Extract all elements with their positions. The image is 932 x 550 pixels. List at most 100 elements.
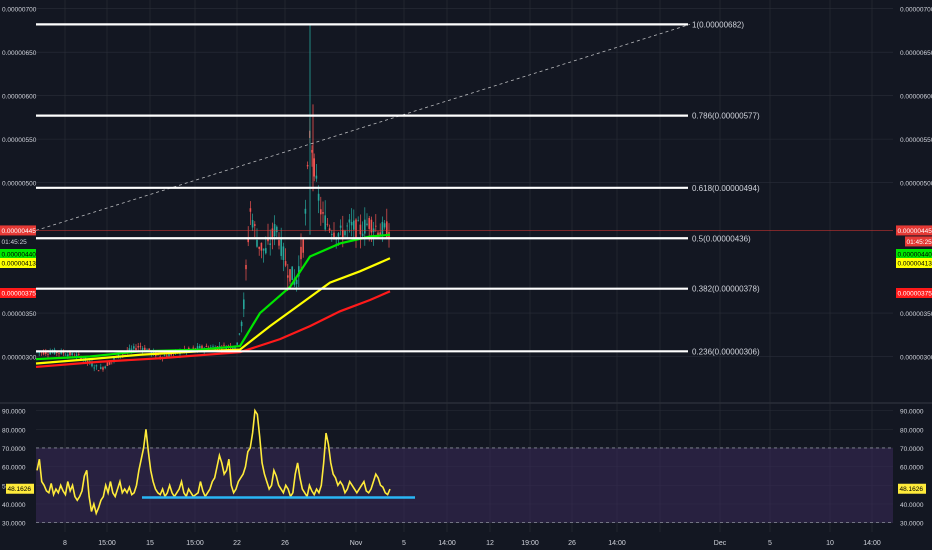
candle-body xyxy=(47,353,49,355)
time-axis[interactable]: 8 15:00 15 15:00 22 26 Nov 5 14:00 12 19:00 26 14:00… xyxy=(63,540,881,547)
candle-body xyxy=(276,226,278,233)
candle-body xyxy=(67,354,69,357)
candle-body xyxy=(289,269,291,282)
candle-body xyxy=(221,348,223,350)
price-tick-label: 0.00000350 xyxy=(2,311,37,318)
candle-body xyxy=(236,342,238,345)
candle-body xyxy=(199,345,201,349)
ma-badge-left-bg xyxy=(0,258,36,268)
ma-badge-left-bg xyxy=(0,288,36,298)
candle-body xyxy=(320,209,322,215)
candle-body xyxy=(317,193,320,201)
candle-body xyxy=(223,344,225,346)
price-tick-label: 0.00000700 xyxy=(2,7,37,14)
ma-badge-right-bg xyxy=(896,258,932,268)
rsi-panel[interactable] xyxy=(36,408,893,524)
rsi-value-badge-left: 48.1626 xyxy=(8,486,32,493)
candle-body xyxy=(150,351,153,354)
price-tick-label: 0.00000350 xyxy=(900,311,932,318)
candle-body xyxy=(251,220,254,228)
rsi-tick-label: 60.0000 xyxy=(900,465,924,472)
candle-body xyxy=(170,353,172,356)
axes[interactable]: 0.00000700 0.00000650 0.00000600 0.00000550… xyxy=(0,7,932,547)
last-price-badge-left: 0.00000445 xyxy=(2,228,37,235)
candle-body xyxy=(144,347,146,351)
rsi-value-badge-right: 48.1626 xyxy=(900,486,924,493)
candle-body xyxy=(163,355,166,357)
candle-body xyxy=(342,229,344,240)
candle-body xyxy=(122,353,124,355)
price-panel[interactable]: 1(0.00000682) 0.786(0.00000577) 0.618(0.00… xyxy=(35,20,893,372)
candle-body xyxy=(93,367,95,369)
countdown-badge-left-bg xyxy=(0,236,36,247)
price-tick-label: 0.00000550 xyxy=(2,137,37,144)
ma-badge-right: 0.00000440 xyxy=(898,252,932,259)
ma-badge-right: 0.00000375 xyxy=(898,291,932,298)
candle-body xyxy=(368,217,370,229)
candle-body xyxy=(106,362,109,366)
rsi-tick-label: 30.0000 xyxy=(2,521,26,528)
trend-line[interactable] xyxy=(35,23,691,231)
candle-body xyxy=(80,356,82,360)
price-tick-label: 0.00000650 xyxy=(2,50,37,57)
candle-body xyxy=(344,230,346,236)
candle-body xyxy=(265,248,267,254)
candle-body xyxy=(273,224,276,237)
candle-body xyxy=(333,232,335,238)
candle-body xyxy=(100,367,102,369)
candle-body xyxy=(62,352,65,354)
candle-body xyxy=(326,223,329,225)
price-tick-label: 0.00000550 xyxy=(900,137,932,144)
ma-badge-left: 0.00000375 xyxy=(2,291,37,298)
candle-body xyxy=(139,346,142,348)
candle-body xyxy=(271,228,274,238)
candle-body xyxy=(45,351,47,354)
candle-body xyxy=(381,221,384,236)
rsi-tick-label: 40.0000 xyxy=(2,502,26,509)
candle-body xyxy=(339,225,342,228)
candle-body xyxy=(357,220,359,222)
ma-fast-line xyxy=(35,233,391,361)
ma-slow-line xyxy=(35,290,391,369)
candle-body xyxy=(148,348,150,351)
candle-body xyxy=(383,223,386,228)
candle-body xyxy=(245,264,247,270)
candle-body xyxy=(75,354,78,357)
fibonacci-retracement[interactable]: 1(0.00000682) 0.786(0.00000577) 0.618(0.00… xyxy=(36,20,760,356)
left-price-axis[interactable]: 0.00000700 0.00000650 0.00000600 0.00000550… xyxy=(2,7,37,362)
candle-body xyxy=(331,234,333,235)
candle-body xyxy=(370,219,373,233)
candle-body xyxy=(306,164,309,167)
rsi-tick-label: 70.0000 xyxy=(900,446,924,453)
candle-body xyxy=(254,224,256,226)
candle-body xyxy=(95,365,98,367)
right-price-axis[interactable]: 0.00000700 0.00000650 0.00000600 0.00000550… xyxy=(900,7,932,362)
candle-body xyxy=(234,347,236,349)
candle-body xyxy=(130,348,133,350)
time-tick-label: 8 xyxy=(63,540,67,547)
candle-body xyxy=(262,248,265,251)
candle-body xyxy=(137,346,139,348)
candle-body xyxy=(102,367,104,370)
candle-body xyxy=(315,175,318,179)
rsi-tick-label: 90.0000 xyxy=(900,409,924,416)
candle-body xyxy=(64,354,67,356)
candle-body xyxy=(295,279,298,285)
ma-mid-line xyxy=(35,257,391,365)
price-tick-label: 0.00000500 xyxy=(900,181,932,188)
rsi-tick-label: 40.0000 xyxy=(900,502,924,509)
candle-body xyxy=(328,228,331,231)
ma-badge-left: 0.00000440 xyxy=(2,252,37,259)
candle-body xyxy=(240,321,243,327)
candle-body xyxy=(379,232,381,235)
candle-body xyxy=(128,348,131,351)
candle-body xyxy=(188,347,190,350)
candle-body xyxy=(42,351,45,355)
candle-body xyxy=(168,353,170,357)
candle-body xyxy=(366,223,368,225)
fib-level-label: 0.618(0.00000494) xyxy=(692,184,760,193)
candle-body xyxy=(78,354,80,355)
candle-body xyxy=(166,355,168,357)
candle-body xyxy=(386,221,388,239)
